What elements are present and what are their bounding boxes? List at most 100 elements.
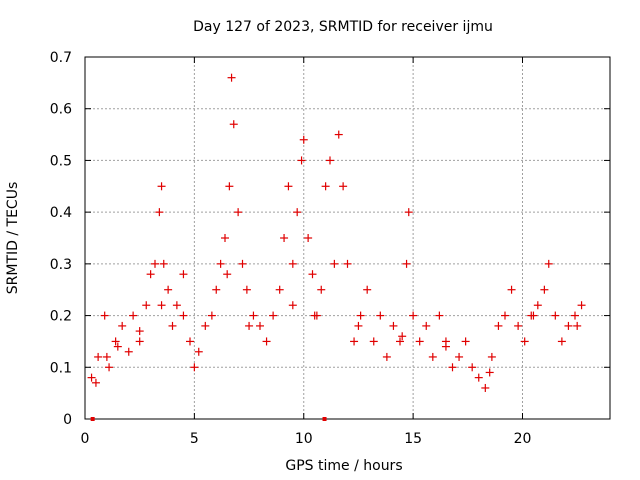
scatter-point [284,182,293,191]
scatter-point [111,337,120,346]
scatter-point [317,285,326,294]
scatter-point [113,342,122,351]
y-tick-label: 0.2 [50,309,72,325]
scatter-point [474,373,483,382]
x-axis-label: GPS time / hours [285,458,402,474]
scatter-point [297,156,306,165]
scatter-point [441,342,450,351]
scatter-point [207,311,216,320]
scatter-point [234,208,243,217]
scatter-point [221,234,229,242]
axis-layer: 0 0.1 0.2 0.3 0.4 0.5 0.6 0.7 0 5 10 15 20 [50,50,611,447]
y-tick-label: 0 [63,412,72,428]
y-tick-label: 0.4 [50,205,72,221]
scatter-point [461,337,470,346]
scatter-point [514,321,523,330]
scatter-point [507,285,516,294]
scatter-point [540,285,549,294]
scatter-point [212,285,221,294]
scatter-point [350,337,359,346]
scatter-point [135,337,144,346]
grid-layer [85,57,610,419]
scatter-point [494,321,503,330]
x-tick-label: 20 [514,431,532,447]
scatter-point [242,285,251,294]
baseline-point [90,417,95,421]
scatter-point [330,259,339,268]
scatter-point [354,321,363,330]
y-tick-label: 0.6 [50,102,72,118]
scatter-point [194,347,203,356]
scatter-point [326,156,334,165]
scatter-point [168,321,177,330]
scatter-point [157,182,166,191]
scatter-point [396,337,404,346]
scatter-point [249,311,258,320]
plot-frame [84,56,611,420]
scatter-point [245,321,254,330]
scatter-point [151,259,159,268]
scatter-point [339,182,348,191]
scatter-point [363,285,372,294]
scatter-point [481,383,490,392]
x-tick-label: 5 [190,431,199,447]
scatter-point [275,285,284,294]
x-tick-label: 0 [81,431,90,447]
scatter-point [435,311,444,320]
scatter-point [485,368,494,377]
scatter-point [288,259,297,268]
scatter-point [201,321,210,330]
scatter-point [269,311,278,320]
scatter-point [118,321,127,330]
data-points-layer [87,73,586,421]
scatter-point [321,182,330,191]
scatter-point [129,311,138,320]
scatter-point [179,270,188,279]
scatter-point [402,259,411,268]
scatter-point [225,182,234,191]
scatter-point [389,321,398,330]
scatter-point [308,270,317,279]
scatter-point [409,311,418,320]
scatter-point [216,259,225,268]
scatter-point [155,208,164,217]
scatter-point [179,311,188,320]
scatter-point [520,337,529,346]
scatter-point [533,301,542,310]
scatter-point [91,378,100,387]
scatter-point [172,301,181,310]
scatter-point [227,73,236,82]
scatter-point [398,332,407,341]
chart-title: Day 127 of 2023, SRMTID for receiver ijm… [193,19,493,35]
scatter-point [299,135,308,144]
scatter-point [404,208,413,217]
scatter-point [422,321,431,330]
scatter-point [573,321,582,330]
scatter-point [186,337,194,346]
scatter-point [356,311,365,320]
scatter-point [571,311,579,320]
y-tick-label: 0.5 [50,153,72,169]
scatter-point [288,301,297,310]
scatter-point [544,259,553,268]
scatter-point [564,321,573,330]
scatter-point [135,327,144,336]
y-tick-label: 0.7 [50,50,72,66]
scatter-point [164,285,173,294]
scatter-point [280,234,289,242]
scatter-point [382,352,391,361]
scatter-point [157,301,166,310]
scatter-point [376,311,385,320]
scatter-point [229,120,238,129]
scatter-point [159,259,168,268]
baseline-point [322,417,327,421]
scatter-point [142,301,151,310]
scatter-point [455,352,464,361]
scatter-point [415,337,424,346]
scatter-point [105,363,114,372]
x-tick-label: 10 [295,431,313,447]
scatter-point [124,347,133,356]
